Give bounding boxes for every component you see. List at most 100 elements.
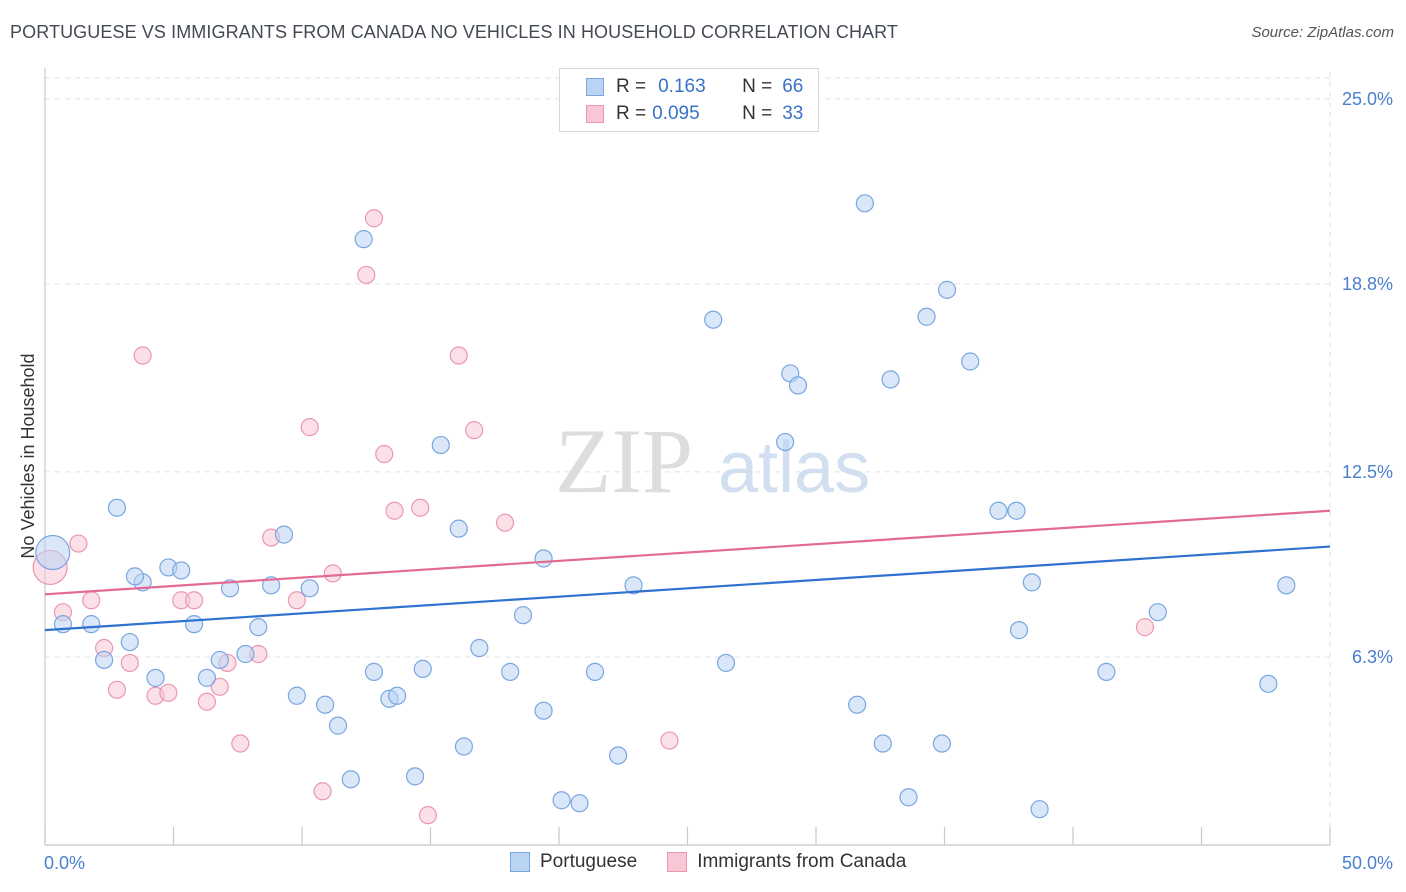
data-point-portuguese: [570, 794, 589, 813]
data-point-portuguese: [716, 653, 736, 673]
data-point-canada: [159, 683, 178, 702]
chart-title: PORTUGUESE VS IMMIGRANTS FROM CANADA NO …: [10, 22, 899, 42]
data-point-canada: [323, 564, 342, 583]
data-point-portuguese: [387, 686, 407, 705]
data-point-portuguese: [961, 352, 980, 371]
data-point-portuguese: [431, 435, 450, 455]
data-point-portuguese: [274, 525, 294, 544]
data-point-portuguese: [501, 662, 520, 681]
data-point-portuguese: [82, 615, 101, 634]
data-point-portuguese: [1277, 576, 1296, 595]
data-point-canada: [1135, 618, 1155, 637]
data-point-canada: [184, 591, 204, 610]
data-point-portuguese: [470, 638, 489, 658]
data-point-canada: [120, 653, 139, 673]
data-point-portuguese: [184, 615, 204, 634]
data-point-canada: [411, 498, 430, 517]
data-point-canada: [313, 782, 332, 801]
x-tick-label: 50.0%: [1342, 853, 1393, 873]
data-point-portuguese: [552, 791, 571, 810]
data-point-portuguese: [95, 650, 114, 670]
data-point-canada: [449, 346, 468, 365]
data-point-portuguese: [449, 519, 468, 538]
data-point-portuguese: [454, 737, 474, 756]
data-point-portuguese: [316, 695, 335, 714]
data-point-portuguese: [899, 788, 918, 807]
data-point-portuguese: [328, 716, 348, 735]
data-point-portuguese: [125, 567, 145, 586]
data-point-portuguese: [917, 307, 936, 326]
data-point-portuguese: [300, 579, 319, 598]
legend-r-value: 0.163: [658, 76, 706, 97]
data-point-portuguese: [1007, 501, 1026, 520]
data-point-portuguese: [341, 770, 360, 789]
data-point-portuguese: [585, 662, 605, 681]
data-point-canada: [495, 513, 515, 532]
data-point-portuguese: [1030, 800, 1049, 819]
data-point-portuguese: [881, 370, 900, 389]
legend-r-value: 0.095: [652, 103, 700, 124]
data-point-portuguese: [172, 561, 191, 580]
data-point-portuguese: [210, 650, 229, 670]
legend-n-value: 33: [782, 103, 804, 124]
data-point-portuguese: [848, 695, 867, 714]
data-point-portuguese: [146, 668, 165, 687]
gridlines: [45, 72, 1331, 845]
legend-n-value: 66: [782, 76, 804, 97]
data-point-portuguese: [35, 534, 71, 571]
bottom-legend-swatch-pink: [667, 852, 688, 872]
legend-row-portuguese: R = 0.163 N = 66: [586, 75, 803, 99]
legend-r-label: R =: [616, 103, 647, 124]
data-point-portuguese: [873, 734, 892, 753]
data-point-portuguese: [989, 501, 1008, 520]
data-point-portuguese: [354, 230, 373, 249]
data-point-portuguese: [413, 659, 432, 679]
data-point-canada: [660, 731, 679, 750]
data-point-portuguese: [776, 432, 795, 452]
data-point-canada: [197, 692, 217, 711]
data-point-portuguese: [220, 579, 240, 598]
data-point-portuguese: [1009, 621, 1029, 640]
bottom-legend-canada: Immigrants from Canada: [667, 851, 906, 873]
data-point-portuguese: [534, 549, 553, 568]
data-point-portuguese: [287, 686, 306, 705]
data-point-portuguese: [932, 734, 952, 753]
data-point-canada: [231, 734, 250, 753]
legend-row-canada: R = 0.095 N = 33: [586, 102, 803, 126]
data-point-portuguese: [937, 280, 957, 299]
data-point-portuguese: [855, 194, 874, 213]
source-label: Source: ZipAtlas.com: [1251, 24, 1394, 41]
data-point-portuguese: [609, 746, 628, 765]
data-point-portuguese: [534, 701, 553, 720]
bottom-legend: Portuguese Immigrants from Canada: [510, 851, 936, 873]
data-point-portuguese: [120, 632, 139, 652]
data-point-portuguese: [405, 767, 425, 786]
axes: [44, 68, 1331, 846]
data-point-portuguese: [364, 662, 384, 681]
data-point-canada: [300, 418, 319, 437]
data-point-portuguese: [788, 376, 808, 395]
data-point-canada: [210, 677, 229, 696]
data-point-portuguese: [262, 576, 281, 595]
bottom-legend-label: Portuguese: [540, 851, 638, 872]
bottom-legend-portuguese: Portuguese: [510, 851, 637, 873]
data-point-portuguese: [1148, 603, 1167, 622]
data-point-canada: [385, 501, 404, 520]
y-axis-label: No Vehicles in Household: [18, 353, 38, 558]
data-point-canada: [364, 209, 384, 228]
watermark: ZIP atlas: [555, 410, 870, 512]
y-tick-label: 6.3%: [1352, 647, 1393, 667]
data-point-portuguese: [197, 668, 217, 687]
data-point-canada: [465, 421, 484, 440]
data-point-canada: [107, 680, 127, 699]
watermark-atlas: atlas: [718, 428, 870, 508]
x-tick-label: 0.0%: [44, 853, 85, 873]
trend-line-canada: [44, 509, 1331, 596]
legend-r-label: R =: [616, 76, 647, 97]
bottom-legend-label: Immigrants from Canada: [697, 851, 907, 872]
trend-line-portuguese: [44, 545, 1331, 632]
legend: R = 0.163 N = 66 R = 0.095 N = 33: [559, 68, 819, 132]
data-point-portuguese: [249, 618, 268, 637]
data-point-portuguese: [107, 498, 127, 517]
data-point-canada: [69, 534, 88, 553]
